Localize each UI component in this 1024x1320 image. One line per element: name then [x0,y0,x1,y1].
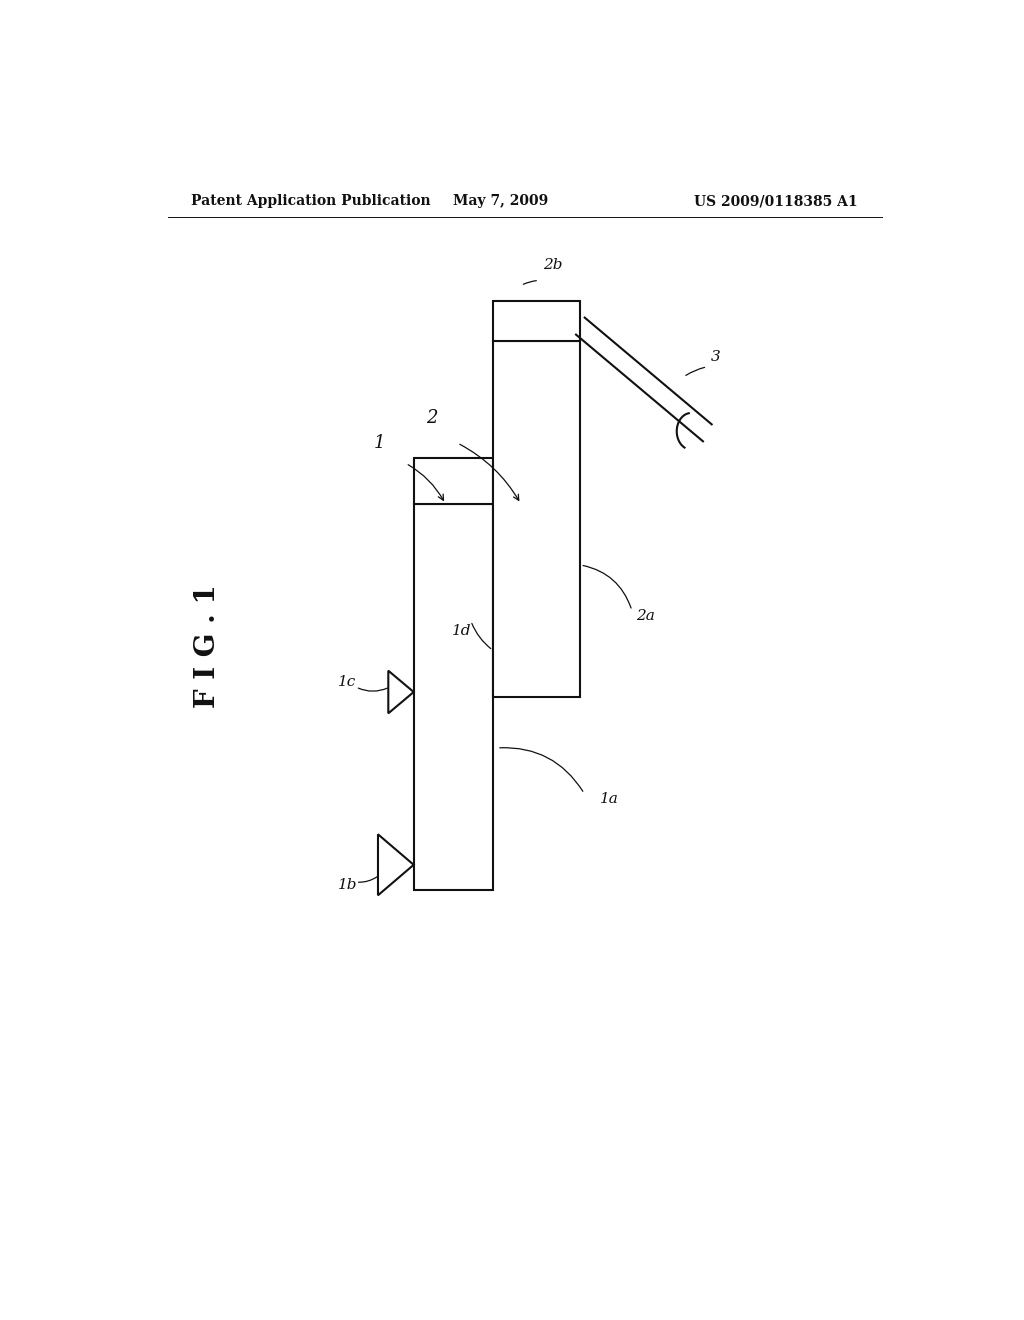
Bar [414,504,493,890]
Text: 1d: 1d [452,624,471,638]
Bar [494,301,581,342]
Text: 1b: 1b [338,878,357,892]
Bar [494,342,581,697]
Text: US 2009/0118385 A1: US 2009/0118385 A1 [694,194,858,209]
Polygon shape [378,834,414,895]
Text: 1c: 1c [338,675,356,689]
Text: 1a: 1a [600,792,620,805]
Text: 2a: 2a [636,609,654,623]
Text: 2b: 2b [543,259,562,272]
Text: 1: 1 [374,434,385,451]
Polygon shape [388,671,414,713]
Bar [414,458,493,504]
Text: Patent Application Publication: Patent Application Publication [191,194,431,209]
Text: May 7, 2009: May 7, 2009 [454,194,549,209]
Text: 2: 2 [426,409,437,426]
Text: 3: 3 [712,350,721,363]
Text: F I G . 1: F I G . 1 [194,585,221,708]
